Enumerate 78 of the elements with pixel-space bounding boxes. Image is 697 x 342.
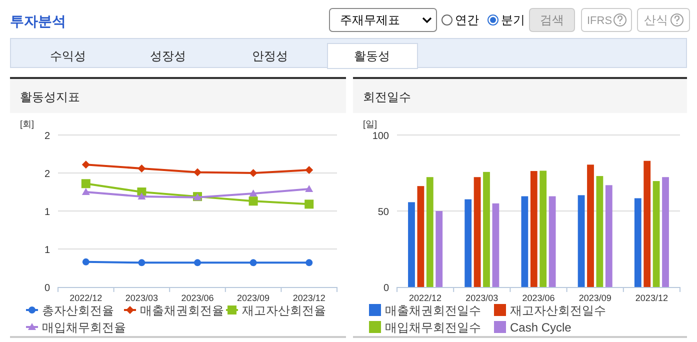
legend-label: 총자산회전율 (42, 304, 114, 318)
x-tick-label: 2023/06 (181, 293, 214, 303)
bar (474, 177, 481, 287)
legend-label: 매입채무회전일수 (385, 320, 481, 334)
text: 활동성 (354, 49, 390, 63)
point (304, 200, 314, 209)
bar (634, 198, 642, 287)
point (82, 160, 90, 169)
point (305, 184, 314, 192)
point (306, 259, 313, 266)
x-tick-label: 2022/12 (70, 293, 102, 303)
point (138, 192, 146, 200)
bar (417, 186, 424, 287)
point (194, 259, 201, 266)
y-tick-label: 2 (44, 131, 50, 142)
x-tick-label: 2023/12 (635, 293, 668, 303)
text: 투자분석 (10, 13, 66, 29)
y-tick-label: 0 (383, 283, 390, 294)
text: 수익성 (50, 49, 86, 63)
point (249, 190, 258, 197)
bar (578, 195, 585, 287)
bar (530, 171, 538, 287)
point (250, 259, 257, 266)
bar (587, 164, 594, 287)
y-tick-label: 2 (44, 169, 50, 180)
bar (548, 196, 556, 287)
y-tick-label: 100 (372, 131, 390, 142)
text: 성장성 (150, 49, 186, 63)
bar (436, 211, 443, 287)
bar (408, 202, 415, 287)
point (248, 196, 258, 206)
x-tick-label: 2023/09 (237, 293, 270, 303)
point (194, 168, 202, 176)
bar (596, 176, 604, 287)
y-tick-label: 50 (378, 207, 390, 218)
bar (540, 170, 547, 287)
x-tick-label: 2023/03 (125, 293, 158, 303)
bar (464, 199, 472, 287)
point (138, 164, 146, 172)
bar (483, 172, 490, 287)
x-tick-label: 2023/06 (522, 293, 555, 303)
chart-title: 회전일수 (363, 90, 411, 104)
bar (605, 185, 612, 287)
legend-label: Cash Cycle (510, 320, 572, 334)
x-tick-label: 2023/03 (466, 293, 498, 303)
text: 분기 (501, 13, 525, 27)
legend-label: 매입채무회전율 (42, 320, 126, 334)
bar (426, 177, 434, 287)
text: 산식 (644, 13, 668, 27)
legend-label: 재고자산회전율 (242, 304, 326, 318)
y-axis-title: [회] (20, 119, 34, 129)
point (249, 169, 258, 177)
x-tick-label: 2023/09 (578, 293, 612, 303)
text: 검색 (540, 13, 564, 27)
x-tick-label: 2023/12 (292, 293, 326, 303)
legend-label: 재고자산회전일수 (510, 304, 606, 318)
y-tick-label: 0 (44, 283, 50, 294)
bar (662, 177, 669, 287)
x-tick-label: 2022/12 (409, 293, 442, 303)
y-tick-label: 1 (44, 245, 50, 256)
text: IFRS (587, 15, 612, 27)
point (82, 258, 90, 266)
bar (492, 203, 500, 287)
y-tick-label: 1 (44, 207, 50, 218)
y-axis-title: [일] (363, 119, 378, 129)
text: 연간 (455, 13, 479, 27)
point (305, 166, 314, 174)
point (81, 179, 90, 188)
point (138, 259, 146, 266)
text: 안정성 (252, 49, 288, 63)
bar (652, 181, 660, 287)
bar (521, 196, 528, 287)
text: 주재무제표 (340, 13, 400, 27)
bar (644, 160, 651, 287)
legend-label: 매출채권회전율 (140, 304, 224, 318)
legend-label: 매출채권회전일수 (385, 304, 481, 318)
point (82, 188, 90, 195)
chart-title: 활동성지표 (20, 90, 80, 104)
